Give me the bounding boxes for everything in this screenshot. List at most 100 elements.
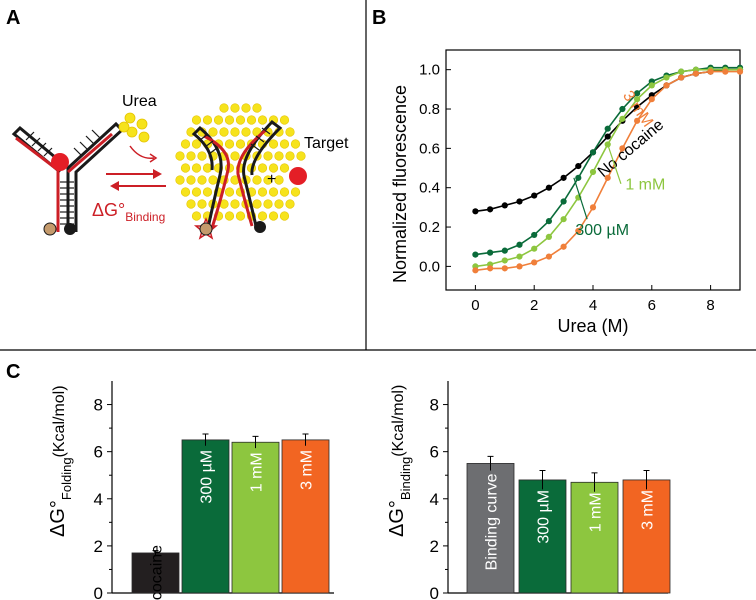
bar bbox=[518, 479, 567, 594]
data-point bbox=[531, 231, 538, 239]
data-point bbox=[516, 241, 523, 248]
plus-symbol: + bbox=[267, 171, 276, 188]
urea-molecule bbox=[208, 175, 218, 185]
urea-molecule bbox=[257, 115, 268, 125]
data-point bbox=[619, 115, 626, 122]
urea-molecule bbox=[279, 211, 290, 221]
data-point bbox=[545, 218, 553, 225]
quencher-dot bbox=[64, 223, 76, 235]
urea-molecule bbox=[208, 127, 218, 137]
x-tick-label: 0 bbox=[471, 297, 479, 314]
data-point bbox=[516, 263, 523, 270]
data-point bbox=[501, 257, 508, 264]
y-tick-label: 0.4 bbox=[419, 180, 440, 197]
y-axis-label: ΔG°Folding(Kcal/mol) bbox=[47, 385, 74, 537]
bar bbox=[231, 441, 280, 594]
y-tick-label: 0.2 bbox=[419, 219, 440, 236]
urea-molecule bbox=[202, 163, 213, 173]
urea-molecule bbox=[202, 115, 213, 125]
y-tick-label: 4 bbox=[94, 490, 103, 509]
y-tick-label: 4 bbox=[430, 490, 439, 509]
urea-molecule bbox=[274, 199, 284, 209]
ylabel-subscript: Binding bbox=[398, 457, 413, 500]
category-label: 1 mM bbox=[588, 492, 605, 532]
data-point bbox=[663, 82, 670, 89]
urea-molecule bbox=[257, 163, 268, 173]
urea-molecule bbox=[274, 175, 284, 185]
urea-arrow bbox=[129, 145, 155, 159]
y-tick-label: 6 bbox=[94, 443, 103, 462]
category-label: 300 µM bbox=[536, 490, 553, 544]
urea-molecule bbox=[175, 175, 185, 185]
urea-molecule bbox=[257, 211, 268, 221]
data-point bbox=[501, 247, 508, 254]
urea-molecule bbox=[296, 151, 306, 161]
y-tick-label: 0 bbox=[430, 584, 439, 600]
data-point bbox=[531, 245, 538, 252]
category-label: No cocaine bbox=[149, 545, 166, 600]
y-tick-label: 0.6 bbox=[419, 140, 440, 157]
label-1mm: 1 mM bbox=[625, 177, 665, 194]
bar bbox=[622, 479, 671, 594]
bar bbox=[466, 463, 515, 594]
data-point bbox=[560, 198, 567, 205]
urea-molecule bbox=[230, 103, 240, 113]
data-point bbox=[516, 253, 523, 260]
urea-label: Urea bbox=[122, 93, 157, 110]
urea-molecule bbox=[197, 199, 207, 209]
leader-300um bbox=[573, 177, 588, 220]
urea-molecule bbox=[274, 151, 284, 161]
series-line bbox=[475, 68, 740, 213]
data-point bbox=[545, 253, 553, 260]
urea-molecule bbox=[252, 103, 262, 113]
x-tick-label: 4 bbox=[589, 297, 597, 314]
data-point bbox=[516, 198, 523, 205]
urea-molecule bbox=[246, 115, 257, 125]
ylabel-symbol: ΔG° bbox=[47, 500, 69, 537]
x-tick-label: 8 bbox=[706, 297, 714, 314]
data-point bbox=[575, 174, 582, 181]
x-axis-label: Urea (M) bbox=[558, 316, 629, 336]
category-label: 3 mM bbox=[640, 490, 657, 530]
equilibrium-arrows bbox=[106, 169, 166, 191]
data-point bbox=[663, 74, 670, 81]
data-point bbox=[560, 216, 567, 223]
panel-letter-a: A bbox=[6, 7, 20, 29]
x-tick-label: 6 bbox=[648, 297, 656, 314]
ylabel-units: (Kcal/mol) bbox=[390, 385, 407, 457]
category-label: 300 µM bbox=[199, 450, 216, 504]
urea-molecule bbox=[241, 103, 251, 113]
panel-letter-b: B bbox=[372, 7, 386, 29]
data-point bbox=[501, 265, 508, 272]
urea-molecule bbox=[197, 175, 207, 185]
data-point bbox=[501, 202, 508, 209]
unfolded-aptamer bbox=[191, 120, 283, 240]
category-label: 1 mM bbox=[249, 452, 266, 492]
y-tick-label: 8 bbox=[430, 396, 439, 415]
data-point bbox=[589, 204, 597, 211]
urea-molecule bbox=[279, 163, 290, 173]
urea-molecule bbox=[175, 151, 185, 161]
free-target-circle bbox=[289, 167, 307, 185]
urea-molecule bbox=[263, 175, 273, 185]
urea-molecule bbox=[285, 127, 295, 137]
fluorophore-dot bbox=[43, 222, 57, 236]
data-point bbox=[634, 96, 641, 103]
urea-molecule bbox=[268, 187, 279, 197]
urea-molecule bbox=[219, 127, 229, 137]
urea-molecule bbox=[279, 187, 290, 197]
urea-molecule bbox=[180, 139, 191, 149]
data-point bbox=[545, 233, 553, 240]
urea-molecule bbox=[230, 127, 240, 137]
data-point bbox=[589, 168, 597, 176]
urea-molecule bbox=[268, 139, 279, 149]
panel-a-schematic: Urea ΔG°Binding bbox=[11, 93, 349, 240]
leader-1mm bbox=[607, 144, 622, 184]
y-tick-label: 1.0 bbox=[419, 62, 440, 79]
target-label: Target bbox=[304, 135, 349, 152]
urea-molecule bbox=[224, 115, 235, 125]
urea-molecule bbox=[224, 187, 235, 197]
y-tick-label: 0.0 bbox=[419, 258, 440, 275]
urea-molecule bbox=[224, 211, 235, 221]
data-point bbox=[575, 162, 582, 170]
